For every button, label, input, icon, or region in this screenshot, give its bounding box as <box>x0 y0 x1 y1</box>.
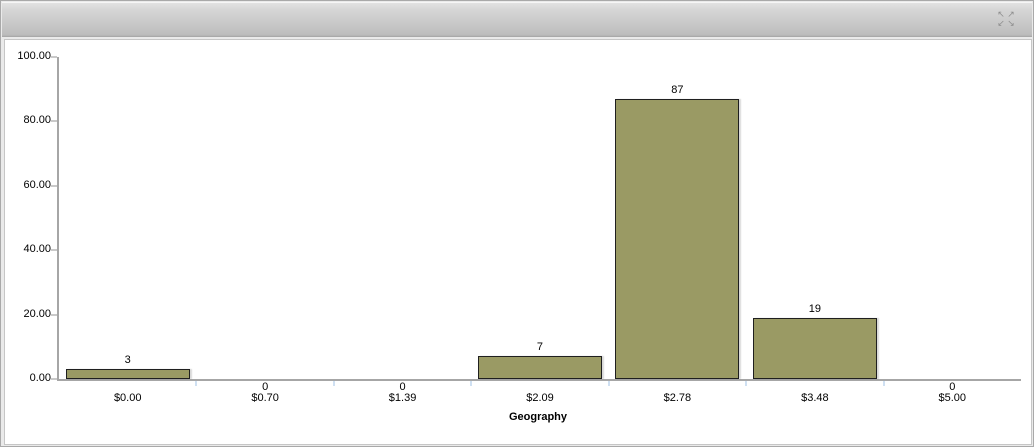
category-boundary-tick <box>882 381 885 386</box>
y-axis-tick <box>51 184 57 187</box>
category-boundary-tick <box>332 381 335 386</box>
y-axis-tick <box>51 120 57 123</box>
bar <box>65 369 190 379</box>
bar-value-label: 0 <box>399 381 406 393</box>
x-axis-title: Geography <box>508 411 568 423</box>
bar-value-label: 0 <box>262 381 269 393</box>
category-boundary-tick <box>470 381 473 386</box>
bar <box>615 99 740 379</box>
x-axis-tick-label: $5.00 <box>938 392 967 404</box>
y-axis-tick <box>51 313 57 316</box>
y-axis-tick <box>51 249 57 252</box>
y-axis-label: 60.00 <box>23 178 51 191</box>
maximize-button[interactable]: ↖ ↗ ↙ ↘ <box>996 11 1016 29</box>
plot-area: 0.00 20.00 40.00 60.00 80.00 100.00 3 $0.00 0 $0.… <box>17 50 1021 404</box>
y-axis-label: 40.00 <box>23 243 51 256</box>
expand-arrow-ne-icon: ↗ <box>1007 10 1015 20</box>
bar-value-label: 7 <box>536 341 544 353</box>
expand-arrow-nw-icon: ↖ <box>997 10 1005 20</box>
y-axis-tick <box>51 378 57 380</box>
x-axis-tick-label: $2.78 <box>663 392 692 404</box>
category-boundary-tick <box>195 381 198 386</box>
expand-arrow-se-icon: ↘ <box>1007 19 1015 29</box>
bar <box>478 356 602 379</box>
bar-value-label: 19 <box>808 303 821 315</box>
x-axis-tick-label: $0.70 <box>251 392 279 404</box>
y-axis-label: 80.00 <box>23 114 51 127</box>
bar-value-label: 87 <box>671 84 684 96</box>
bar-value-label: 3 <box>124 354 131 366</box>
bar <box>752 318 877 379</box>
bar-value-label: 0 <box>949 381 956 393</box>
chart-panel: 0.00 20.00 40.00 60.00 80.00 100.00 3 $0.00 0 $0.… <box>4 39 1032 445</box>
y-axis-tick <box>51 56 57 58</box>
x-axis-tick-label: $3.48 <box>801 392 829 404</box>
x-axis-tick-label: $1.39 <box>388 392 417 404</box>
expand-arrow-sw-icon: ↙ <box>997 19 1005 29</box>
y-axis-label: 20.00 <box>23 307 51 320</box>
y-axis-label: 100.00 <box>17 50 51 62</box>
category-boundary-tick <box>607 381 610 386</box>
category-boundary-tick <box>745 381 748 386</box>
y-axis-label: 0.00 <box>29 372 51 384</box>
x-axis-tick-label: $2.09 <box>526 392 554 404</box>
x-axis-tick-label: $0.00 <box>113 392 142 404</box>
widget-titlebar: ↖ ↗ ↙ ↘ <box>2 2 1032 37</box>
